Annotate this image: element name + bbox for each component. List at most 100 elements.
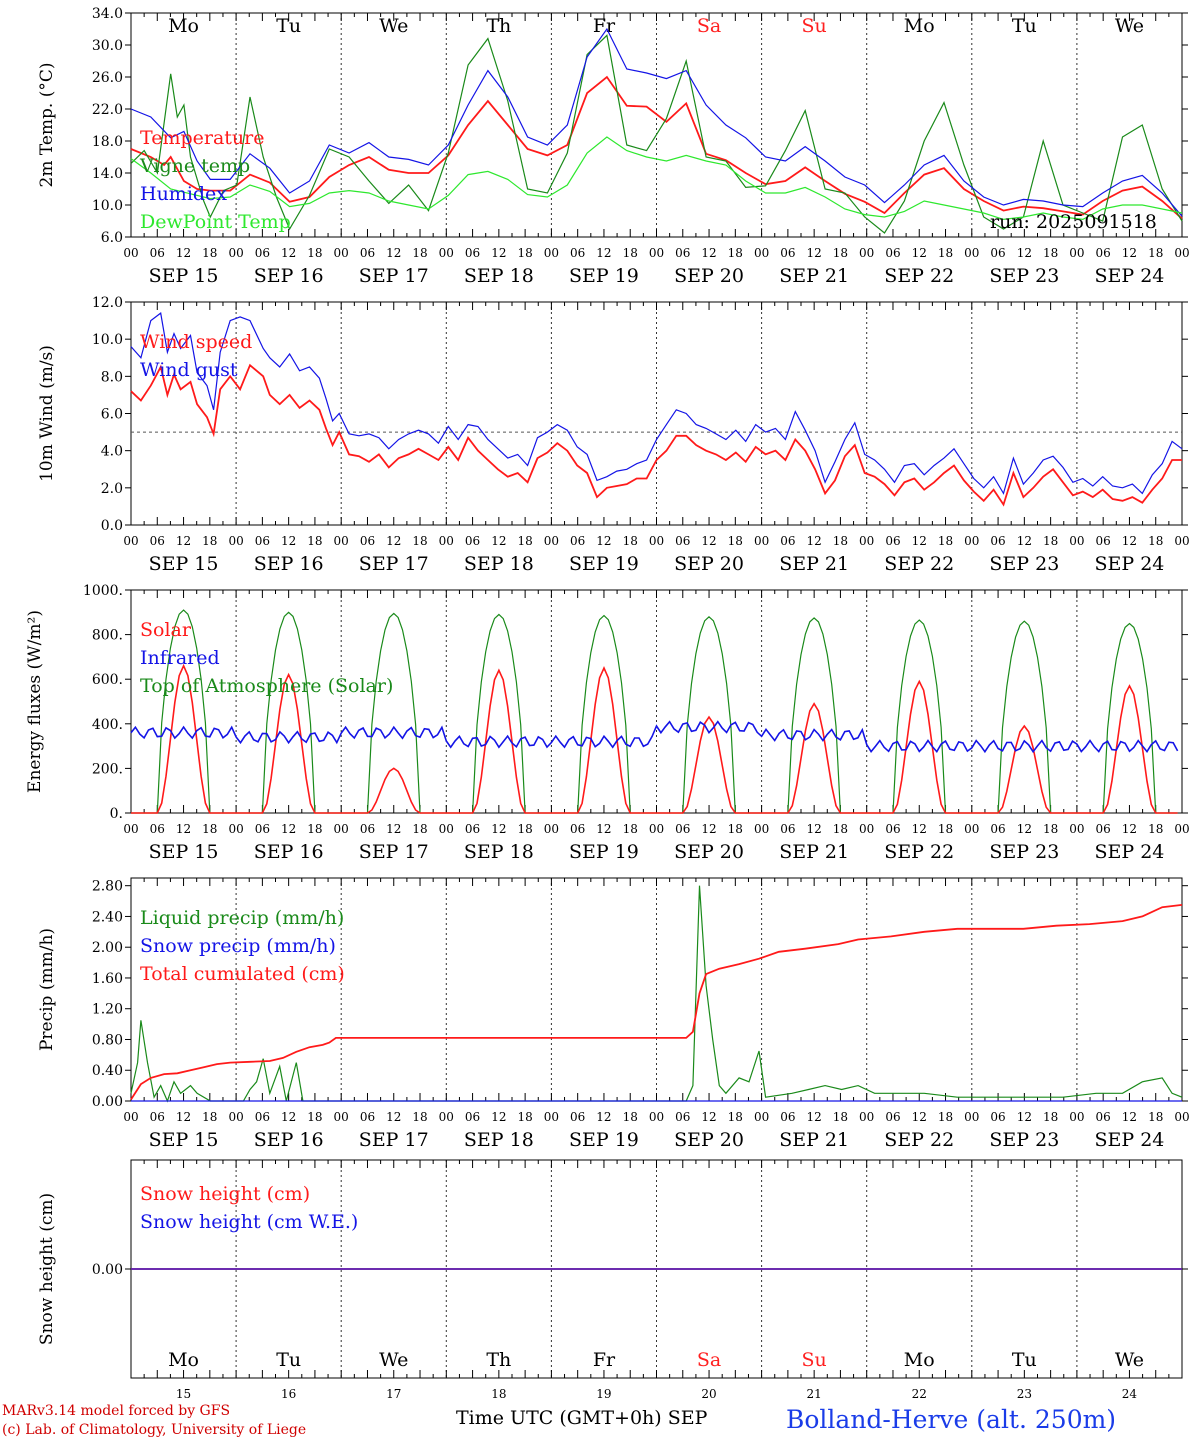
hour-tick-label: 12 xyxy=(1017,1110,1032,1124)
hour-tick-label: 00 xyxy=(228,1110,243,1124)
date-label: SEP 18 xyxy=(464,1129,534,1151)
hour-tick-label: 00 xyxy=(228,534,243,548)
hour-tick-label: 12 xyxy=(281,822,296,836)
day-number: 21 xyxy=(807,1387,822,1401)
hour-tick-label: 18 xyxy=(307,822,322,836)
y-tick-label: 14.0 xyxy=(92,166,123,182)
hour-tick-label: 18 xyxy=(833,534,848,548)
date-label: SEP 16 xyxy=(254,553,324,575)
hour-tick-label: 00 xyxy=(439,822,454,836)
hour-tick-label: 12 xyxy=(912,246,927,260)
date-label: SEP 17 xyxy=(359,841,429,863)
hour-tick-label: 00 xyxy=(859,246,874,260)
legend-entry: DewPoint Temp xyxy=(140,211,291,233)
hour-tick-label: 00 xyxy=(334,822,349,836)
hour-tick-label: 00 xyxy=(334,534,349,548)
hour-tick-label: 00 xyxy=(228,822,243,836)
hour-tick-label: 18 xyxy=(517,534,532,548)
hour-tick-label: 06 xyxy=(360,534,375,548)
footer-time-axis: Time UTC (GMT+0h) SEP xyxy=(456,1407,708,1429)
hour-tick-label: 18 xyxy=(412,534,427,548)
hour-tick-label: 12 xyxy=(176,246,191,260)
day-label: Sa xyxy=(697,15,721,37)
day-label: Tu xyxy=(276,1349,301,1371)
hour-tick-label: 18 xyxy=(517,246,532,260)
y-tick-label: 600. xyxy=(92,672,123,688)
hour-tick-label: 00 xyxy=(1069,246,1084,260)
date-label: SEP 16 xyxy=(254,841,324,863)
y-tick-label: 1.60 xyxy=(92,971,123,987)
legend-entry: Vigne temp xyxy=(139,155,250,177)
hour-tick-label: 12 xyxy=(386,246,401,260)
hour-tick-label: 18 xyxy=(623,246,638,260)
legend-entry: Humidex xyxy=(140,183,227,205)
date-label: SEP 23 xyxy=(989,1129,1059,1151)
hour-tick-label: 00 xyxy=(1069,534,1084,548)
day-label: Mo xyxy=(904,15,935,37)
legend-entry: Total cumulated (cm) xyxy=(140,963,345,985)
hour-tick-label: 18 xyxy=(1148,1110,1163,1124)
day-label: Su xyxy=(802,1349,827,1371)
hour-tick-label: 06 xyxy=(780,534,795,548)
day-number: 20 xyxy=(701,1387,716,1401)
y-tick-label: 2.00 xyxy=(92,940,123,956)
hour-tick-label: 06 xyxy=(885,246,900,260)
hour-tick-label: 00 xyxy=(649,246,664,260)
hour-tick-label: 06 xyxy=(675,534,690,548)
y-tick-label: 6.0 xyxy=(101,230,123,246)
legend-entry: Snow height (cm) xyxy=(140,1183,310,1205)
date-label: SEP 22 xyxy=(884,1129,954,1151)
hour-tick-label: 06 xyxy=(675,246,690,260)
y-tick-label: 10.0 xyxy=(92,332,123,348)
legend-entry: Liquid precip (mm/h) xyxy=(140,907,344,929)
hour-tick-label: 12 xyxy=(701,534,716,548)
hour-tick-label: 00 xyxy=(754,1110,769,1124)
day-label: We xyxy=(379,1349,408,1371)
hour-tick-label: 12 xyxy=(596,534,611,548)
hour-tick-label: 18 xyxy=(1043,822,1058,836)
hour-tick-label: 12 xyxy=(491,534,506,548)
day-label: Th xyxy=(486,1349,511,1371)
day-label: Th xyxy=(486,15,511,37)
hour-tick-label: 12 xyxy=(1122,534,1137,548)
hour-tick-label: 18 xyxy=(938,822,953,836)
hour-tick-label: 00 xyxy=(754,246,769,260)
hour-tick-label: 06 xyxy=(990,246,1005,260)
date-label: SEP 23 xyxy=(989,841,1059,863)
date-label: SEP 18 xyxy=(464,841,534,863)
hour-tick-label: 18 xyxy=(412,246,427,260)
hour-tick-label: 06 xyxy=(885,534,900,548)
hour-tick-label: 06 xyxy=(360,822,375,836)
hour-tick-label: 18 xyxy=(202,822,217,836)
hour-tick-label: 00 xyxy=(859,1110,874,1124)
hour-tick-label: 00 xyxy=(123,822,138,836)
date-label: SEP 16 xyxy=(254,265,324,287)
hour-tick-label: 06 xyxy=(465,822,480,836)
date-label: SEP 24 xyxy=(1095,841,1165,863)
y-tick-label: 6.0 xyxy=(101,407,123,423)
date-label: SEP 17 xyxy=(359,1129,429,1151)
y-tick-label: 0. xyxy=(110,806,123,822)
hour-tick-label: 12 xyxy=(491,246,506,260)
y-tick-label: 26.0 xyxy=(92,70,123,86)
legend-entry: Wind speed xyxy=(140,331,252,353)
hour-tick-label: 18 xyxy=(202,1110,217,1124)
y-tick-label: 34.0 xyxy=(92,6,123,22)
date-label: SEP 24 xyxy=(1095,1129,1165,1151)
hour-tick-label: 18 xyxy=(307,534,322,548)
hour-tick-label: 12 xyxy=(281,246,296,260)
date-label: SEP 20 xyxy=(674,553,744,575)
legend-entry: Infrared xyxy=(140,647,220,669)
day-label: Mo xyxy=(904,1349,935,1371)
hour-tick-label: 00 xyxy=(544,822,559,836)
y-tick-label: 2.80 xyxy=(92,879,123,895)
date-label: SEP 19 xyxy=(569,553,639,575)
y-tick-label: 2.0 xyxy=(101,481,123,497)
y-axis-label: Precip (mm/h) xyxy=(37,928,57,1051)
day-label: Fr xyxy=(593,15,616,37)
date-label: SEP 15 xyxy=(149,1129,219,1151)
run-label: run: 2025091518 xyxy=(990,211,1157,233)
hour-tick-label: 18 xyxy=(202,534,217,548)
date-label: SEP 24 xyxy=(1095,553,1165,575)
date-label: SEP 22 xyxy=(884,841,954,863)
